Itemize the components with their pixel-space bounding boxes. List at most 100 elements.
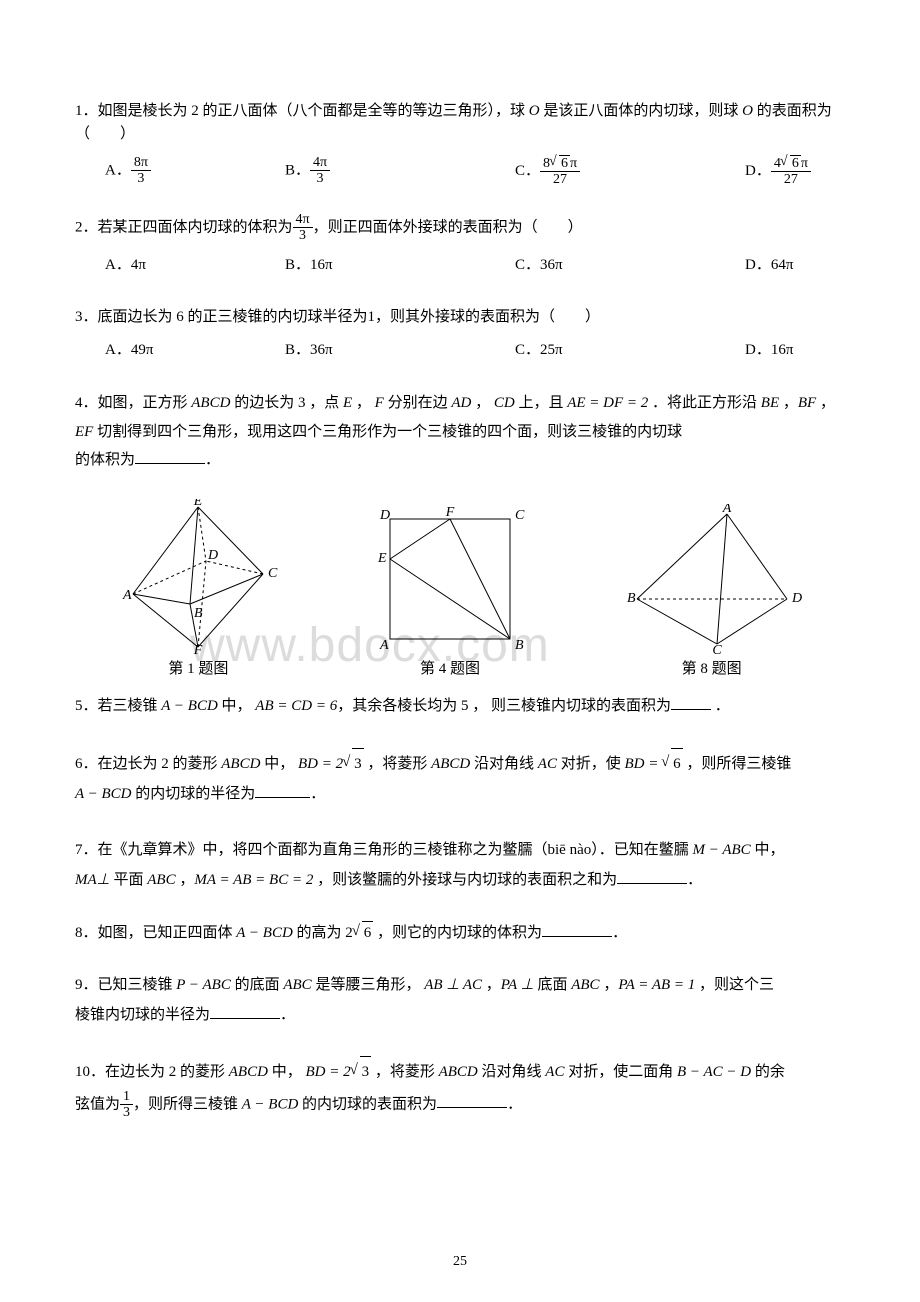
q7-blank	[617, 868, 687, 884]
q4-text: 4．如图，正方形 ABCD 的边长为 3 ，点 E ， F 分别在边 AD ， …	[75, 389, 845, 475]
fig2-caption: 第 4 题图	[365, 658, 535, 681]
q10-p3: 沿对角线	[478, 1064, 546, 1080]
q10-p5: 的余	[751, 1064, 785, 1080]
fig2-E: E	[377, 551, 387, 566]
q1-d-den: 27	[771, 172, 811, 187]
q5-blank	[671, 694, 711, 710]
q6-bd1pre: BD = 2	[298, 756, 343, 772]
q4-l1-0: 4．如图，正方形	[75, 395, 191, 411]
q5-p0: 5．若三棱锥	[75, 698, 161, 714]
q9-v1: ABC	[283, 977, 311, 993]
fig1-C: C	[268, 566, 278, 581]
q9-v5: PA = AB = 1	[618, 977, 695, 993]
q10-l2pre: 弦值为	[75, 1096, 120, 1112]
q1-d-label: D．	[745, 163, 771, 179]
q1-a-den: 3	[131, 171, 151, 186]
q4-v4: CD	[494, 395, 515, 411]
q8-p2: ，则它的内切球的体积为	[373, 925, 542, 941]
q7-2p3: ，则该鳖臑的外接球与内切球的表面积之和为	[313, 872, 617, 888]
q7-2p1: 平面	[110, 872, 148, 888]
q10-fden: 3	[120, 1105, 133, 1120]
q4-l1-6: ．将此正方形沿	[648, 395, 757, 411]
fig1-caption: 第 1 题图	[118, 658, 278, 681]
figure-3: A B D C 第 8 题图	[622, 504, 802, 681]
q6-p2: ，将菱形	[364, 756, 432, 772]
q1-c-sqrt: 6	[559, 155, 570, 171]
q4-l1-1: 的边长为 3 ，点	[230, 395, 343, 411]
q10-p0: 10．在边长为 2 的菱形	[75, 1064, 229, 1080]
q1-opt-b: B．4π3	[285, 155, 515, 188]
question-5: 5．若三棱锥 A − BCD 中， AB = CD = 6，其余各棱长均为 5 …	[75, 694, 845, 718]
q1-a-label: A．	[105, 162, 131, 178]
q10-p1: 中，	[268, 1064, 306, 1080]
fig3-B: B	[627, 591, 636, 606]
q1-c-den: 27	[540, 172, 580, 187]
q9-p0: 9．已知三棱锥	[75, 977, 176, 993]
q8-post: ．	[612, 925, 627, 941]
q1-a-num: 8π	[131, 155, 151, 171]
q1-opt-a: A．8π3	[105, 155, 285, 188]
question-9: 9．已知三棱锥 P − ABC 的底面 ABC 是等腰三角形， AB ⊥ AC …	[75, 970, 845, 1030]
q10-fnum: 1	[120, 1089, 133, 1105]
q6-bd2pre: BD =	[624, 756, 662, 772]
q7-2v1: MA = AB = BC = 2	[194, 872, 313, 888]
q2-opt-a: A．4π	[105, 254, 285, 277]
q1-c-post: π	[570, 156, 577, 171]
q4-l1-5: 上，且	[515, 395, 568, 411]
q9-p1: 的底面	[231, 977, 284, 993]
q10-l2post: 的内切球的表面积为	[298, 1096, 437, 1112]
question-4: 4．如图，正方形 ABCD 的边长为 3 ，点 E ， F 分别在边 AD ， …	[75, 389, 845, 475]
q10-post: ．	[507, 1096, 522, 1112]
q4-v0: ABCD	[191, 395, 230, 411]
q1-b-den: 3	[310, 171, 330, 186]
q2-opt-b: B．16π	[285, 254, 515, 277]
figure-2: D F C E A B 第 4 题图	[365, 504, 535, 681]
q7-v0: M − ABC	[693, 842, 751, 858]
q2-options: A．4π B．16π C．36π D．64π	[75, 254, 845, 277]
q4-blank	[135, 448, 205, 464]
q6-blank	[255, 782, 310, 798]
question-1: 1．如图是棱长为 2 的正八面体（八个面都是全等的等边三角形），球 O 是该正八…	[75, 100, 845, 188]
q10-l2var: A − BCD	[242, 1096, 299, 1112]
q4-2v1: BF	[798, 395, 816, 411]
fig3-C: C	[712, 643, 722, 654]
q2-fden: 3	[293, 228, 313, 243]
fig1-E: E	[193, 499, 203, 509]
q6-p1: 中，	[260, 756, 298, 772]
q2-opt-c: C．36π	[515, 254, 745, 277]
q2-opt-d: D．64π	[745, 254, 845, 277]
q6-p5: ，则所得三棱锥	[683, 756, 792, 772]
q2-fnum: 4π	[293, 212, 313, 228]
q10-v0: ABCD	[229, 1064, 268, 1080]
q10-v3: B − AC − D	[677, 1064, 751, 1080]
q9-post: ．	[280, 1007, 295, 1023]
q8-v0: A − BCD	[236, 925, 293, 941]
q4-l3p: ．	[205, 452, 220, 468]
page-number: 25	[0, 1251, 920, 1272]
q1-opt-d: D．46π27	[745, 155, 845, 188]
q6-v0: ABCD	[221, 756, 260, 772]
q3-opt-b: B．36π	[285, 339, 515, 362]
q5-v1: AB = CD = 6	[255, 698, 337, 714]
q6-bd1sqrt: 3	[352, 748, 364, 779]
q3-opt-d: D．16π	[745, 339, 845, 362]
q10-p2: ，将菱形	[371, 1064, 439, 1080]
q9-blank	[210, 1003, 280, 1019]
square-svg: D F C E A B	[365, 504, 535, 654]
question-3: 3．底面边长为 6 的正三棱锥的内切球半径为1，则其外接球的表面积为（ ） A．…	[75, 306, 845, 361]
q3-options: A．49π B．36π C．25π D．16π	[75, 339, 845, 362]
q4-v2: F	[375, 395, 384, 411]
q5-v0: A − BCD	[161, 698, 218, 714]
q4-l1-4: ，	[471, 395, 494, 411]
figure-1: E D C A B F 第 1 题图	[118, 499, 278, 681]
q9-v0: P − ABC	[176, 977, 231, 993]
fig3-caption: 第 8 题图	[622, 658, 802, 681]
q1-options: A．8π3 B．4π3 C．86π27 D．46π27	[75, 155, 845, 188]
q9-p4: 底面	[534, 977, 572, 993]
q1-text: 1．如图是棱长为 2 的正八面体（八个面都是全等的等边三角形），球 O 是该正八…	[75, 100, 845, 145]
q4-l2-1: ，	[779, 395, 798, 411]
q4-l2-3: 切割得到四个三角形，现用这四个三角形作为一个三棱锥的四个面，则该三棱锥的内切球	[93, 424, 682, 440]
q1-opt-c: C．86π27	[515, 155, 745, 188]
q8-blank	[542, 921, 612, 937]
q9-p6: ，则这个三	[695, 977, 774, 993]
